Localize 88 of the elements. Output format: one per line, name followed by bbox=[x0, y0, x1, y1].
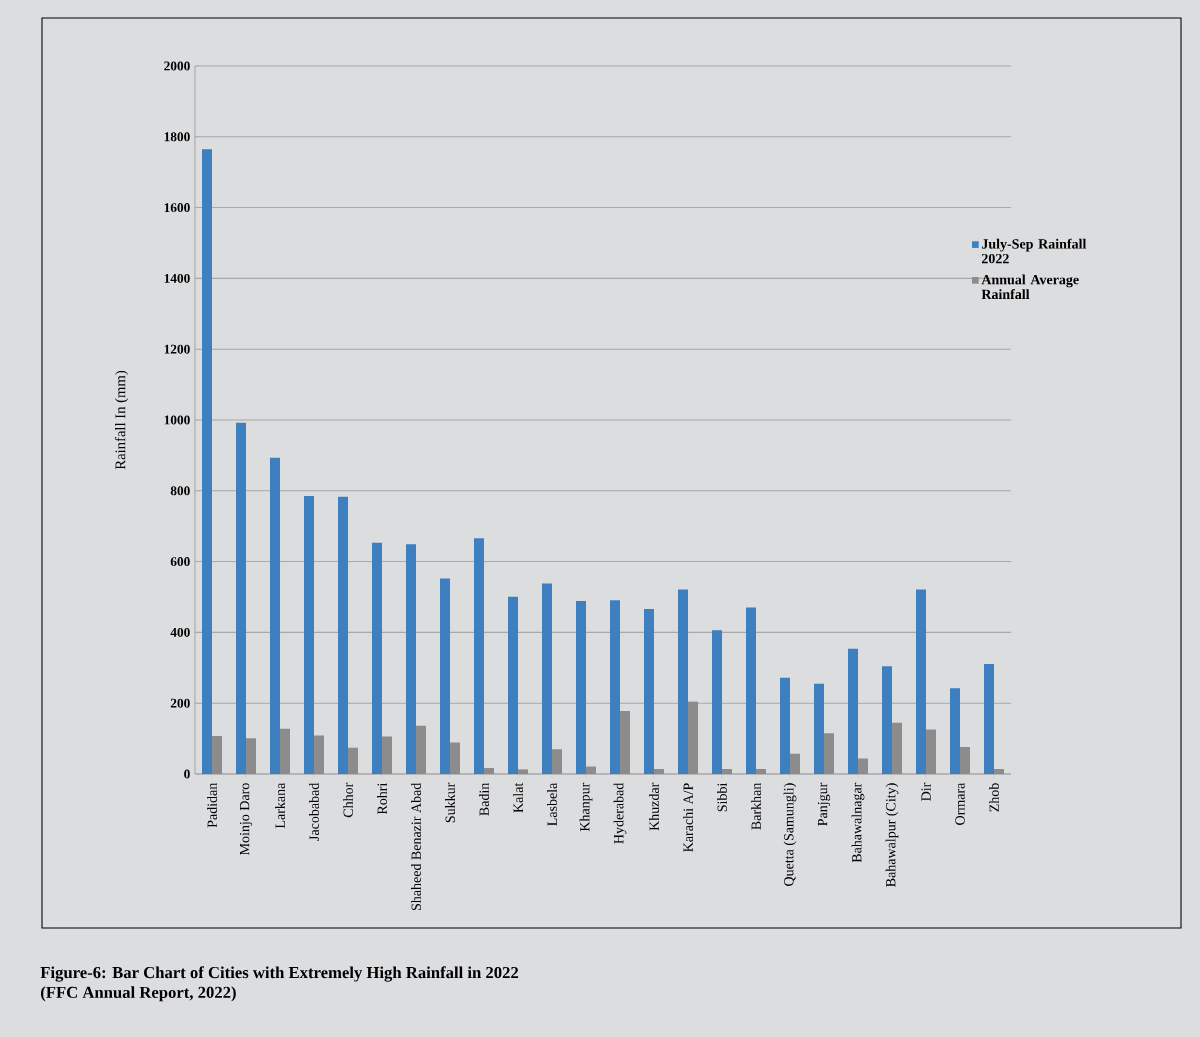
x-tick-label: Lasbela bbox=[547, 782, 557, 826]
bar bbox=[202, 149, 212, 774]
y-tick-label: 200 bbox=[170, 698, 190, 708]
bar bbox=[576, 600, 587, 774]
bar bbox=[722, 769, 732, 774]
bar bbox=[960, 747, 970, 774]
bar bbox=[688, 701, 698, 774]
bar bbox=[416, 725, 426, 774]
bar bbox=[858, 758, 868, 774]
x-tick-label: Sibbi bbox=[717, 782, 727, 812]
y-tick-label: 400 bbox=[170, 627, 190, 637]
y-tick-label: 800 bbox=[170, 486, 190, 496]
x-tick-label: Bahawalpur (City) bbox=[885, 783, 899, 887]
x-tick-label: Rohri bbox=[377, 782, 387, 815]
x-tick-label: Jacobabad bbox=[309, 782, 319, 841]
bar bbox=[848, 648, 858, 774]
bar bbox=[382, 736, 392, 774]
y-tick-label: 1000 bbox=[164, 415, 190, 425]
bar bbox=[372, 542, 383, 774]
x-tick-label: Moinjo Daro bbox=[239, 783, 253, 856]
x-tick-label: Sukkur bbox=[445, 782, 455, 823]
bar bbox=[610, 600, 620, 774]
bar bbox=[304, 496, 314, 774]
bar bbox=[892, 722, 902, 774]
bar bbox=[280, 728, 290, 774]
bar bbox=[314, 735, 324, 774]
bar bbox=[348, 747, 358, 774]
legend-label: Annual Average Rainfall bbox=[981, 274, 1079, 300]
bar bbox=[824, 733, 834, 774]
bar bbox=[994, 769, 1004, 774]
bar bbox=[790, 753, 800, 774]
y-tick-label: 1400 bbox=[164, 273, 190, 283]
x-tick-label: Larkana bbox=[275, 782, 285, 829]
bar bbox=[440, 578, 450, 774]
bar bbox=[926, 729, 936, 774]
bar bbox=[712, 630, 722, 774]
y-axis-title: Rainfall In (mm) bbox=[114, 370, 129, 470]
bar bbox=[236, 422, 246, 774]
bar bbox=[882, 666, 893, 774]
x-tick-label: Karachi A/P bbox=[683, 783, 693, 852]
bar bbox=[620, 710, 630, 774]
bar bbox=[950, 688, 960, 774]
bar bbox=[586, 766, 596, 774]
x-tick-label: Zhob bbox=[989, 783, 999, 812]
bar bbox=[450, 742, 460, 774]
y-tick-label: 1200 bbox=[164, 344, 190, 354]
bar bbox=[484, 767, 494, 774]
x-tick-label: Quetta (Samungli) bbox=[783, 783, 797, 886]
bar bbox=[916, 589, 926, 774]
x-tick-label: Ormara bbox=[955, 782, 965, 825]
legend-label: July-Sep Rainfall 2022 bbox=[981, 238, 1087, 264]
bar bbox=[212, 736, 222, 774]
bar bbox=[246, 738, 256, 774]
bar bbox=[654, 769, 664, 774]
bar bbox=[780, 677, 791, 774]
x-tick-label: Hyderabad bbox=[613, 782, 627, 844]
bar bbox=[644, 609, 654, 774]
bar bbox=[678, 589, 689, 774]
text: Figure-6: Bar Chart of Cities with Extremely High Rainfall in 2022 bbox=[40, 966, 519, 982]
bar bbox=[756, 769, 766, 774]
y-tick-label: 2000 bbox=[164, 61, 190, 71]
y-tick-label: 1800 bbox=[164, 132, 190, 142]
bar bbox=[270, 457, 281, 774]
bar bbox=[552, 749, 562, 774]
bar bbox=[746, 607, 756, 774]
bar bbox=[338, 496, 348, 774]
y-tick-label: 0 bbox=[184, 769, 190, 779]
x-tick-label: Kalat bbox=[513, 782, 523, 813]
x-tick-label: Bahawalnagar bbox=[851, 782, 865, 863]
bar bbox=[814, 683, 824, 774]
bar bbox=[508, 596, 518, 774]
x-tick-label: Panjgur bbox=[817, 782, 831, 826]
y-tick-label: 600 bbox=[170, 557, 190, 567]
bar bbox=[406, 544, 416, 774]
bar bbox=[984, 663, 995, 774]
x-tick-label: Shaheed Benazir Abad bbox=[411, 782, 421, 911]
x-tick-label: Chhor bbox=[343, 782, 353, 818]
x-tick-label: Khuzdar bbox=[649, 782, 659, 831]
x-tick-label: Padidan bbox=[207, 782, 217, 828]
bar bbox=[474, 538, 485, 774]
text: (FFC Annual Report, 2022) bbox=[41, 986, 236, 1002]
x-tick-label: Dir bbox=[921, 782, 931, 801]
x-tick-label: Khanpur bbox=[579, 782, 593, 832]
x-tick-label: Badin bbox=[479, 782, 489, 816]
bar bbox=[518, 769, 528, 774]
y-tick-label: 1600 bbox=[164, 203, 190, 213]
bar bbox=[542, 583, 552, 774]
x-tick-label: Barkhan bbox=[751, 782, 761, 830]
